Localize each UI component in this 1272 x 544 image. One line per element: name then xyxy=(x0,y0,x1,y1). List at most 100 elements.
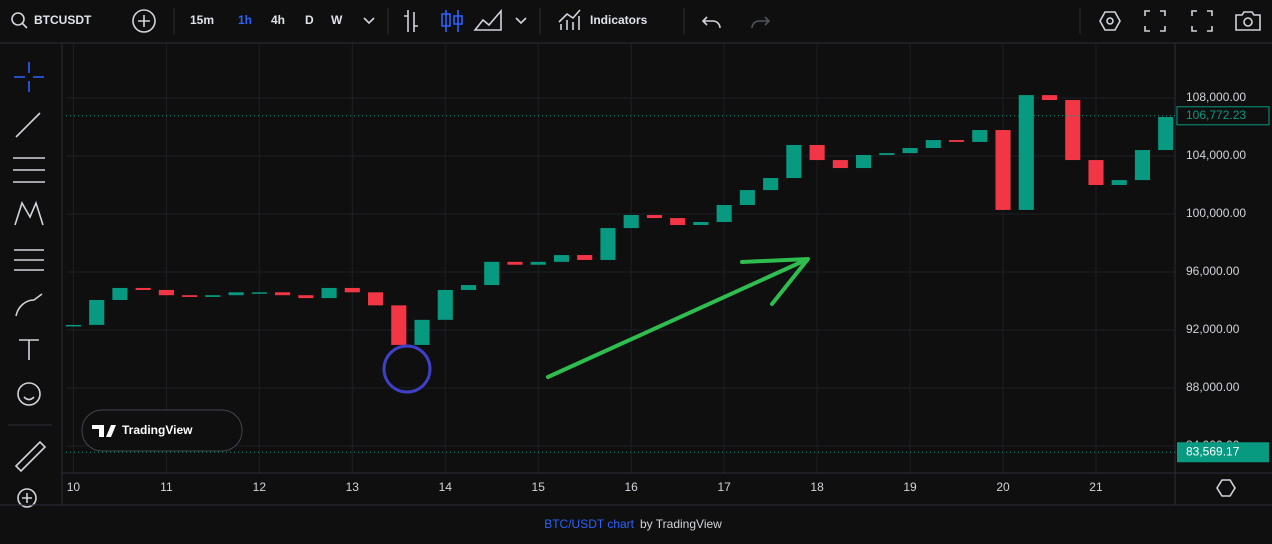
x-tick-label: 21 xyxy=(1089,480,1103,494)
emoji-tool[interactable] xyxy=(17,382,41,406)
add-symbol-plus xyxy=(138,15,150,27)
indicators-icon[interactable] xyxy=(558,9,581,30)
candle-body xyxy=(809,144,825,161)
x-tick-label: 11 xyxy=(160,480,173,494)
interval-button[interactable]: 4h xyxy=(271,13,285,27)
screenshot-lens xyxy=(1243,17,1253,27)
pattern-tool[interactable] xyxy=(14,200,44,226)
symbol[interactable]: BTCUSDT xyxy=(34,13,92,27)
candle-body xyxy=(832,160,848,169)
x-tick-label: 20 xyxy=(996,480,1010,494)
x-tick-label: 14 xyxy=(439,480,453,494)
screenshot[interactable] xyxy=(1235,11,1261,31)
interval-button[interactable]: 1h xyxy=(238,13,252,27)
axis-settings[interactable] xyxy=(1216,479,1236,497)
forecast-tool[interactable] xyxy=(14,249,44,271)
undo[interactable] xyxy=(701,16,721,29)
candle-body xyxy=(298,295,314,299)
redo[interactable] xyxy=(751,16,771,29)
candle-body xyxy=(368,292,384,306)
brush-tool[interactable] xyxy=(15,293,43,317)
candle-body xyxy=(135,287,151,290)
arrow-drawing[interactable] xyxy=(546,257,810,379)
y-tick-label: 88,000.00 xyxy=(1186,380,1240,394)
x-tick-label: 18 xyxy=(810,480,824,494)
top-toolbar: BTCUSDT 15m 1h 4h D W Indicators xyxy=(11,8,1261,34)
x-tick-label: 10 xyxy=(67,480,81,494)
trend-line-tool[interactable] xyxy=(15,112,41,138)
fullscreen[interactable] xyxy=(1144,10,1166,32)
candle-body xyxy=(995,130,1011,210)
zoom-tool[interactable] xyxy=(17,488,37,508)
settings[interactable] xyxy=(1099,11,1121,31)
maximize[interactable] xyxy=(1191,10,1213,32)
candles-icon[interactable] xyxy=(441,10,463,32)
footer-link[interactable]: BTC/USDT chart xyxy=(544,517,634,531)
text-tool[interactable] xyxy=(19,339,39,360)
y-tick-label: 108,000.00 xyxy=(1186,90,1246,104)
chart-type-dropdown[interactable] xyxy=(515,17,527,25)
area-icon[interactable] xyxy=(473,8,502,31)
axes: 84,000.0088,000.0092,000.0096,000.00100,… xyxy=(66,90,1270,494)
interval-button[interactable]: 15m xyxy=(190,13,214,27)
y-tick-label: 96,000.00 xyxy=(1186,264,1240,278)
settings-center xyxy=(1106,17,1114,25)
candle-body xyxy=(577,255,593,260)
search-icon-handle xyxy=(21,22,28,29)
candle-body xyxy=(1018,95,1034,210)
zoom-plus xyxy=(22,493,32,503)
emoji-smile xyxy=(23,396,35,401)
add-symbol[interactable] xyxy=(132,9,156,33)
left-toolbar xyxy=(8,62,52,508)
candle-body xyxy=(786,144,802,179)
candle-body xyxy=(693,221,709,226)
interval-button[interactable]: W xyxy=(331,13,343,27)
interval-dropdown[interactable] xyxy=(363,17,375,25)
interval-button[interactable]: D xyxy=(305,13,314,27)
candle-body xyxy=(623,215,639,229)
candle-body xyxy=(902,148,918,154)
candle-body xyxy=(228,292,244,296)
candle-body xyxy=(646,215,662,219)
candle-body xyxy=(879,153,895,155)
candle-body xyxy=(925,140,941,149)
candle-body xyxy=(716,205,732,222)
watermark-logo xyxy=(92,425,116,437)
candle-body xyxy=(65,324,81,327)
candle-body xyxy=(205,295,221,297)
candle-body xyxy=(89,299,105,325)
candle-body xyxy=(460,285,477,290)
volume-label: 83,569.17 xyxy=(1186,444,1240,458)
x-tick-label: 13 xyxy=(346,480,360,494)
crosshair-tool[interactable] xyxy=(14,62,44,92)
bars-icon[interactable] xyxy=(404,10,418,32)
candle-body xyxy=(414,319,430,345)
watermark-text: TradingView xyxy=(122,423,193,437)
candle-body xyxy=(856,154,872,169)
candle-body xyxy=(275,292,291,296)
x-tick-label: 19 xyxy=(903,480,917,494)
x-tick-label: 17 xyxy=(717,480,731,494)
candle-body xyxy=(158,289,174,296)
ruler-tool[interactable] xyxy=(14,440,47,473)
candle-body xyxy=(948,140,965,142)
fib-tool[interactable] xyxy=(13,157,45,183)
candle-body xyxy=(763,178,779,191)
candle-body xyxy=(321,287,337,299)
candle-body xyxy=(507,261,523,265)
candle-body xyxy=(391,305,407,345)
footer-suffix: by TradingView xyxy=(640,517,722,531)
candle-body xyxy=(1158,116,1174,151)
indicators-button[interactable]: Indicators xyxy=(590,13,648,27)
candle-body xyxy=(437,289,453,320)
x-tick-label: 16 xyxy=(625,480,639,494)
last-price-box xyxy=(1176,106,1270,126)
x-tick-label: 15 xyxy=(532,480,546,494)
candles xyxy=(65,95,1174,345)
circle-drawing[interactable] xyxy=(382,344,432,394)
candle-body xyxy=(344,287,360,293)
intervals: 15m 1h 4h D W xyxy=(190,13,343,27)
watermark-badge[interactable] xyxy=(81,409,243,452)
search-icon[interactable] xyxy=(11,12,25,26)
